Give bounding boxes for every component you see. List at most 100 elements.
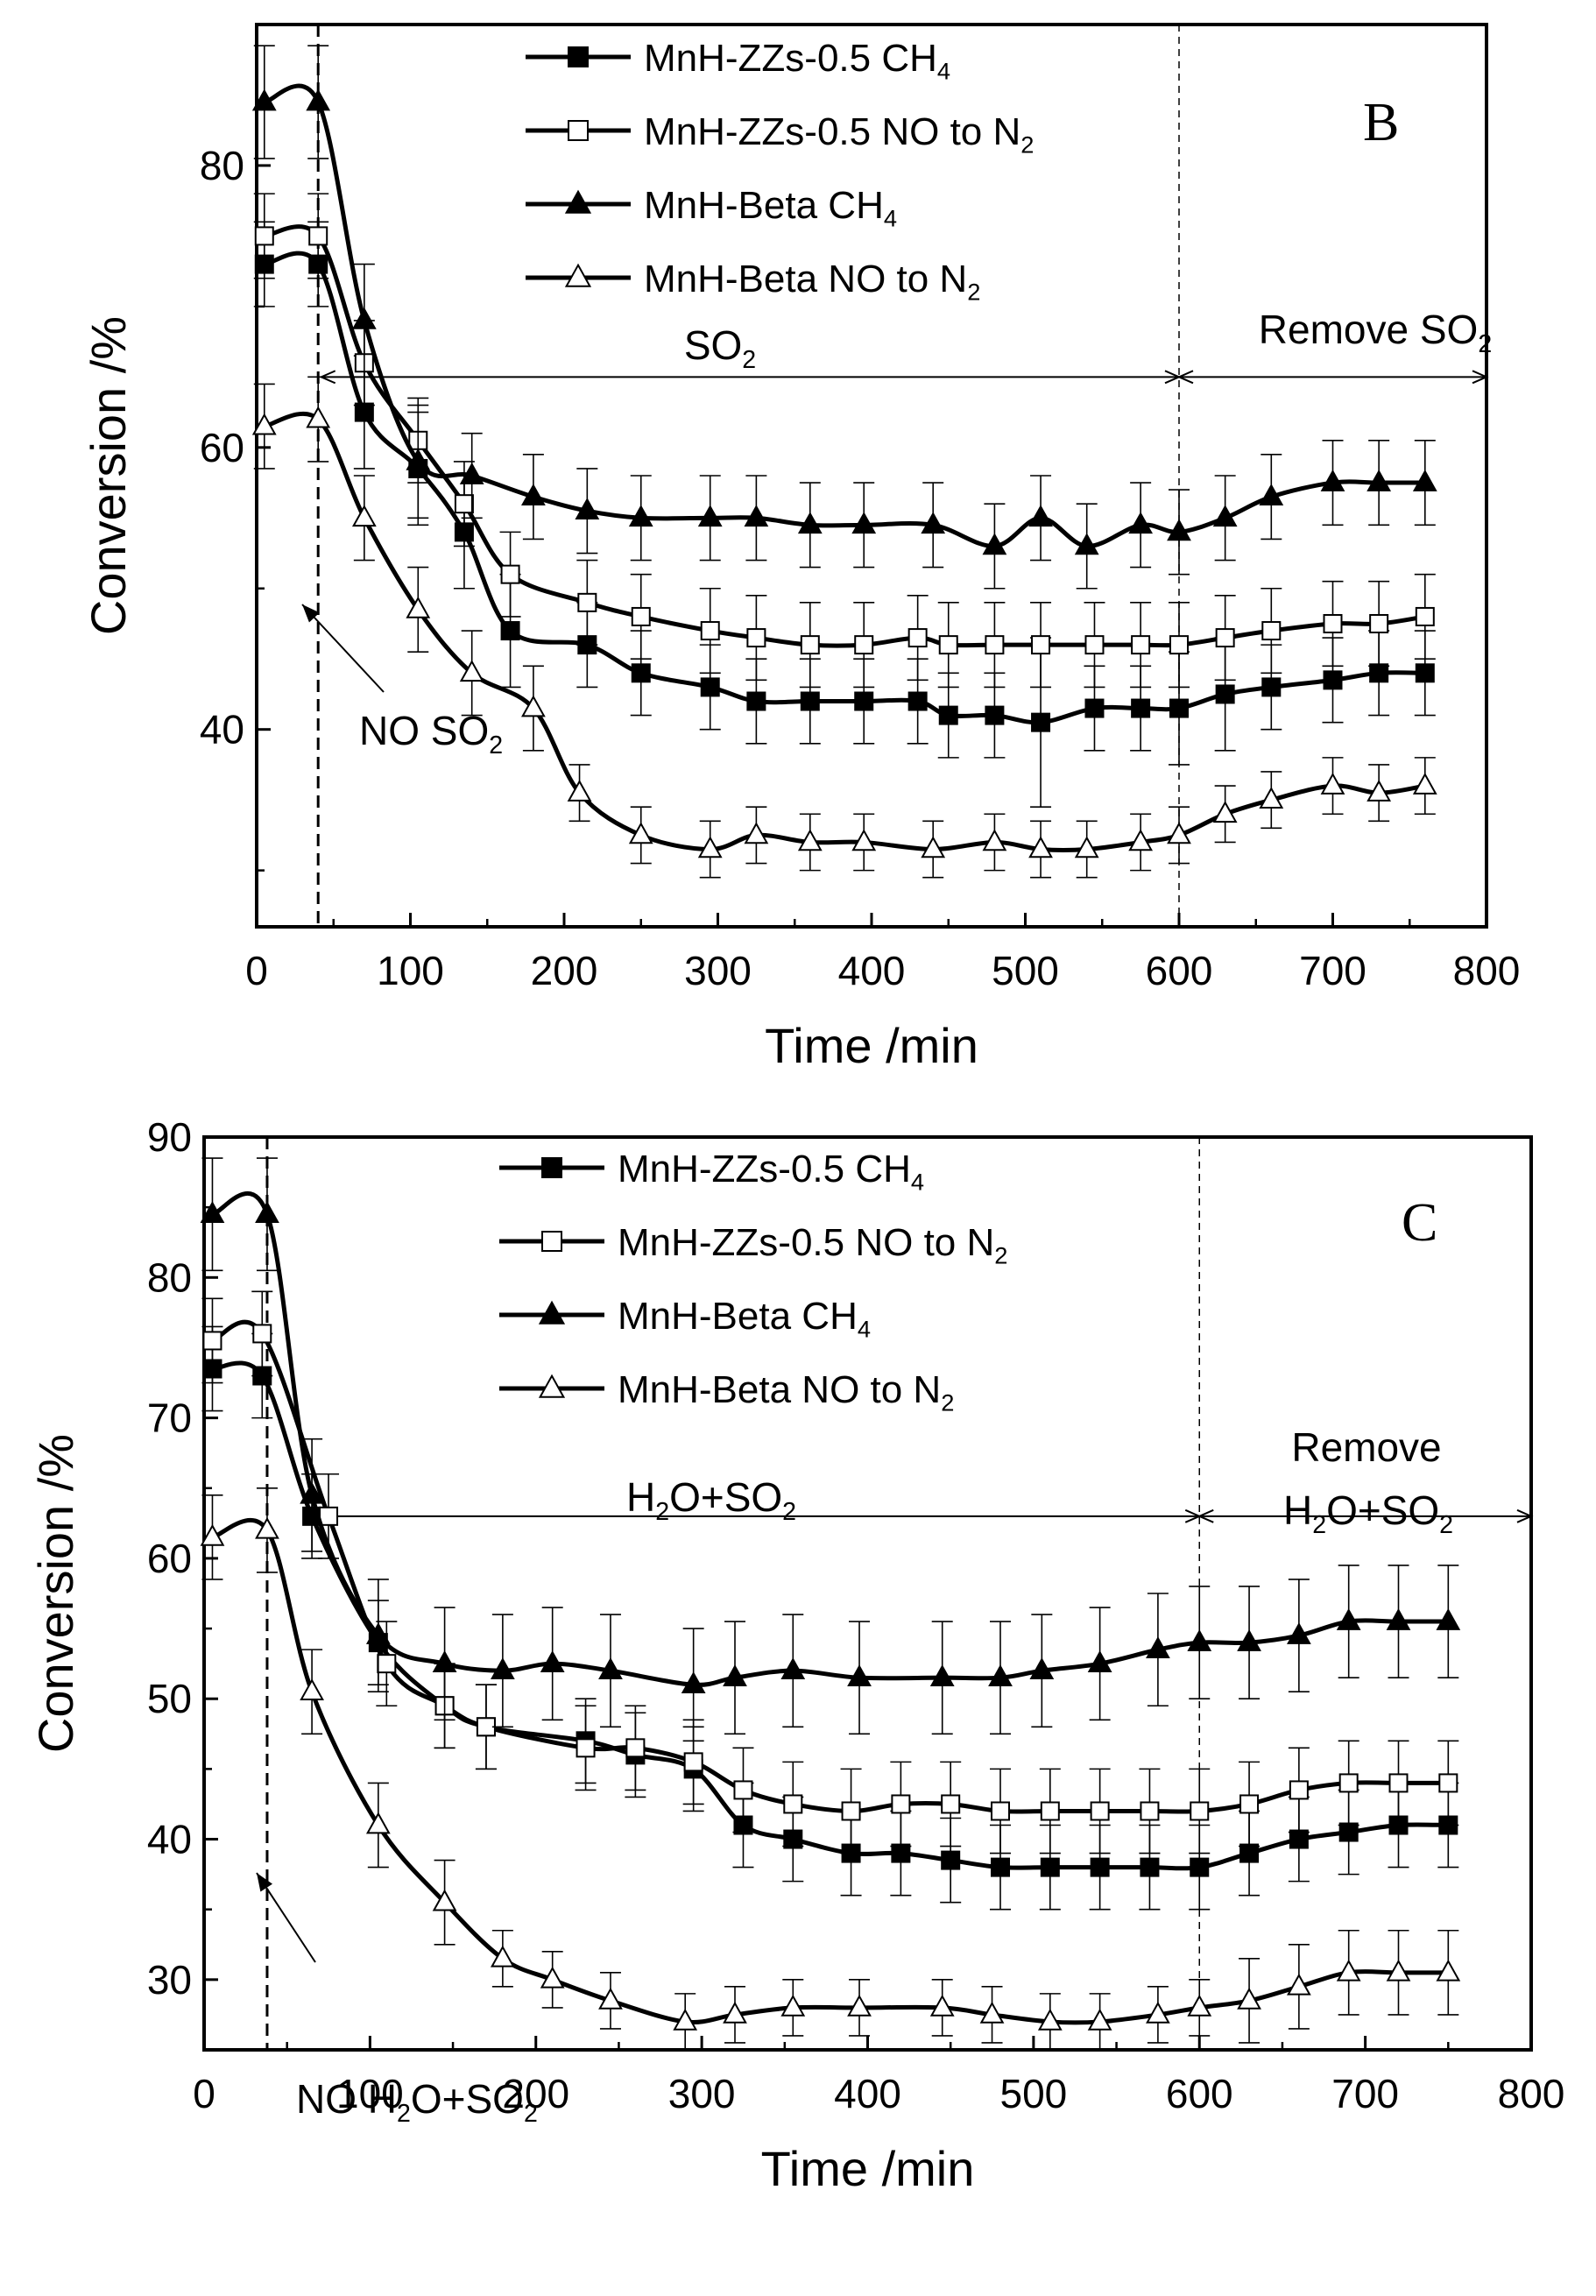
data-point: [1239, 1843, 1260, 1863]
data-point: [744, 822, 769, 844]
text-span: H: [626, 1474, 655, 1520]
data-point: [252, 1324, 272, 1344]
data-point: [847, 1994, 872, 2017]
data-point: [200, 1523, 225, 1546]
y-axis-label: Conversion /%: [81, 316, 136, 635]
data-point: [1040, 1857, 1060, 1877]
text-span: O+SO: [1326, 1487, 1439, 1533]
data-point: [1215, 628, 1235, 648]
x-tick-label: 0: [245, 948, 268, 993]
text-span: NO H: [296, 2076, 397, 2122]
series-4: [200, 1487, 1461, 2051]
span-label-remove-top: Remove: [1291, 1424, 1441, 1470]
x-axis-label: Time /min: [761, 2141, 975, 2196]
y-tick-label: 80: [147, 1254, 192, 1300]
pointer-arrow: [301, 604, 385, 693]
data-point: [631, 606, 651, 626]
data-point: [255, 1201, 279, 1223]
data-point: [406, 596, 431, 618]
y-tick-label: 50: [147, 1676, 192, 1721]
span-arrow-remove-head: [1197, 1508, 1214, 1523]
data-point: [1084, 635, 1105, 655]
x-axis-label: Time /min: [765, 1018, 978, 1073]
data-point: [1190, 1801, 1210, 1821]
y-tick-label: 80: [200, 143, 244, 188]
x-tick-label: 500: [992, 948, 1059, 993]
text-span: MnH-ZZs-0.5 NO to N: [618, 1221, 994, 1264]
data-point: [985, 635, 1005, 655]
plot-frame: [202, 1135, 1533, 2052]
data-point: [1212, 505, 1238, 527]
data-point: [1336, 1959, 1361, 1982]
legend-entry-1: MnH-ZZs-0.5 CH4: [618, 1148, 924, 1196]
legend-marker: [564, 263, 592, 287]
data-point: [982, 533, 1007, 555]
data-point: [521, 695, 546, 717]
subscript: 4: [884, 205, 897, 232]
series-line: [211, 1190, 1449, 1687]
data-point: [1438, 1773, 1458, 1793]
legend-entry-3: MnH-Beta CH4: [618, 1295, 871, 1343]
data-point: [308, 226, 328, 246]
span-arrow-remove-head: [1516, 1508, 1534, 1523]
data-point: [938, 635, 958, 655]
data-point: [979, 2001, 1005, 2024]
data-point: [1323, 613, 1343, 633]
pointer-arrow-head: [257, 1873, 273, 1892]
x-tick-label: 700: [1299, 948, 1366, 993]
data-point: [1074, 836, 1099, 858]
data-point: [1366, 780, 1392, 802]
series-2: [253, 193, 1436, 689]
data-point: [700, 621, 720, 641]
x-tick-label: 400: [838, 948, 906, 993]
data-point: [1087, 1650, 1112, 1672]
legend-entry-4: MnH-Beta NO to N2: [618, 1368, 954, 1416]
x-tick-label: 100: [377, 948, 444, 993]
data-point: [1412, 469, 1437, 491]
legend-entry-2: MnH-ZZs-0.5 NO to N2: [644, 110, 1034, 159]
data-point: [697, 505, 723, 527]
subscript: 2: [397, 2100, 411, 2128]
legend-marker: [538, 1300, 566, 1325]
data-point: [1169, 635, 1189, 655]
data-point: [200, 1201, 225, 1223]
legend-marker: [568, 120, 589, 141]
data-point: [521, 484, 546, 505]
data-point: [377, 1654, 397, 1674]
data-point: [941, 1850, 961, 1870]
data-point: [1169, 698, 1189, 718]
subscript: 2: [524, 2100, 538, 2128]
y-tick-label: 40: [147, 1817, 192, 1862]
data-point: [628, 505, 653, 527]
data-point: [683, 1752, 703, 1772]
data-point: [1239, 1794, 1260, 1814]
x-tick-label: 600: [1166, 2071, 1233, 2116]
text-span: O+SO: [411, 2076, 524, 2122]
x-tick-label: 0: [193, 2071, 215, 2116]
y-tick-label: 60: [200, 425, 244, 470]
data-point: [744, 505, 769, 527]
data-point: [406, 448, 431, 470]
data-point: [985, 705, 1005, 725]
subscript: 2: [489, 731, 503, 759]
chart-panel-c: 0 100 200 300 400 500 600 700 800 30 40 50 60 70 80 90 T…: [28, 1114, 1564, 2196]
data-point: [1212, 801, 1238, 823]
subscript: 2: [742, 346, 756, 374]
data-point: [1289, 1829, 1309, 1849]
text-span: H: [1283, 1487, 1312, 1533]
panel-label: B: [1363, 93, 1399, 152]
text-span: SO: [684, 322, 742, 368]
data-point: [733, 1780, 753, 1800]
data-point: [851, 512, 877, 534]
data-point: [1259, 484, 1284, 505]
data-point: [576, 1738, 596, 1758]
subscript: 2: [782, 1498, 796, 1526]
text-span: MnH-ZZs-0.5 CH: [644, 37, 937, 80]
x-tick-label: 300: [668, 2071, 736, 2116]
data-point: [1090, 1857, 1110, 1877]
series-line: [212, 1360, 1449, 1871]
data-point: [567, 780, 592, 802]
data-point: [1128, 829, 1154, 851]
